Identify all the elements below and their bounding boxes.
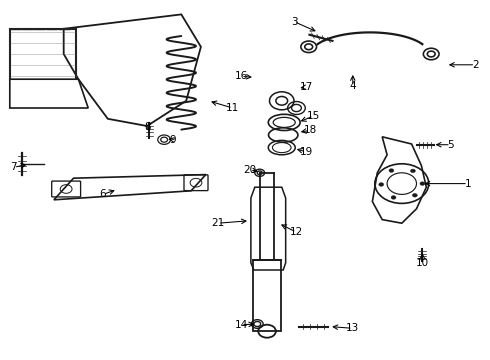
Text: 20: 20 [244,165,256,175]
Circle shape [391,195,396,199]
Circle shape [379,183,384,186]
Text: 6: 6 [99,189,106,199]
Text: 15: 15 [307,111,320,121]
Text: 18: 18 [303,125,317,135]
Text: 4: 4 [349,81,356,91]
Text: 7: 7 [10,162,17,172]
Text: 3: 3 [291,17,297,27]
Text: 21: 21 [211,218,225,228]
Text: 1: 1 [465,179,471,189]
Text: 9: 9 [169,135,176,145]
Text: 17: 17 [299,82,313,92]
Text: 8: 8 [145,122,151,132]
Text: 2: 2 [472,60,479,70]
Circle shape [413,193,417,197]
Text: 16: 16 [234,71,248,81]
Text: 10: 10 [416,258,429,268]
Bar [253,260,281,331]
Text: 19: 19 [299,147,313,157]
Text: 11: 11 [226,103,240,113]
Text: 5: 5 [447,140,454,150]
Text: 13: 13 [346,323,360,333]
Text: 14: 14 [234,320,248,330]
Circle shape [389,169,394,172]
Circle shape [420,182,425,185]
Text: 12: 12 [290,227,303,237]
Circle shape [411,169,416,173]
